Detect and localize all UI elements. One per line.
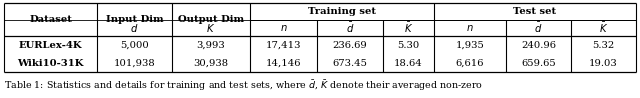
- Text: $\bar{d}$: $\bar{d}$: [534, 21, 543, 35]
- Text: 18.64: 18.64: [394, 59, 423, 68]
- Text: Dataset: Dataset: [29, 15, 72, 24]
- Text: 673.45: 673.45: [333, 59, 367, 68]
- Text: $n$: $n$: [466, 23, 474, 33]
- Text: 14,146: 14,146: [266, 59, 301, 68]
- Text: Test set: Test set: [513, 7, 557, 16]
- Text: 30,938: 30,938: [193, 59, 228, 68]
- Text: 101,938: 101,938: [114, 59, 156, 68]
- Text: 1,935: 1,935: [456, 40, 484, 49]
- Text: 5.30: 5.30: [397, 40, 420, 49]
- Text: 659.65: 659.65: [521, 59, 556, 68]
- Text: 5,000: 5,000: [120, 40, 149, 49]
- Text: 236.69: 236.69: [333, 40, 367, 49]
- Text: 3,993: 3,993: [196, 40, 225, 49]
- Text: Output Dim: Output Dim: [178, 15, 244, 24]
- Text: EURLex-4K: EURLex-4K: [19, 40, 83, 49]
- Text: Wiki10-31K: Wiki10-31K: [17, 59, 84, 68]
- Text: 17,413: 17,413: [266, 40, 301, 49]
- Text: $\bar{K}$: $\bar{K}$: [404, 21, 413, 35]
- Text: $K$: $K$: [206, 22, 216, 34]
- Text: 240.96: 240.96: [521, 40, 556, 49]
- Text: $\bar{d}$: $\bar{d}$: [346, 21, 354, 35]
- Text: Input Dim: Input Dim: [106, 15, 163, 24]
- Text: $\bar{K}$: $\bar{K}$: [599, 21, 608, 35]
- Text: 5.32: 5.32: [593, 40, 614, 49]
- Text: 19.03: 19.03: [589, 59, 618, 68]
- Text: Training set: Training set: [308, 7, 376, 16]
- Text: Table 1: Statistics and details for training and test sets, where $\bar{d}$, $\b: Table 1: Statistics and details for trai…: [4, 78, 483, 93]
- Text: $d$: $d$: [131, 22, 139, 34]
- Text: 6,616: 6,616: [456, 59, 484, 68]
- Text: $n$: $n$: [280, 23, 287, 33]
